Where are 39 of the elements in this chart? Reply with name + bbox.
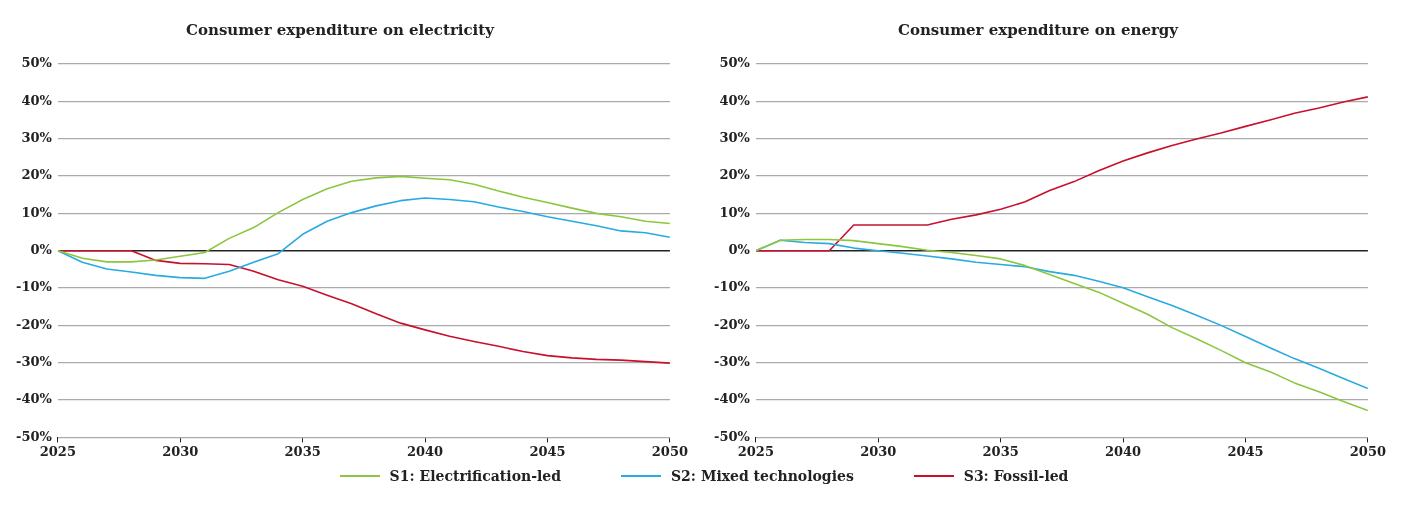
y-tick-label: 10% <box>21 204 53 220</box>
y-tick-label: 50% <box>719 55 751 71</box>
chart-title: Consumer expenditure on energy <box>897 20 1180 39</box>
y-tick-label: -50% <box>714 428 751 444</box>
y-tick-label: 50% <box>21 55 53 71</box>
y-tick-label: 40% <box>21 92 53 108</box>
y-tick-label: -30% <box>714 354 751 370</box>
y-tick-label: -10% <box>714 279 751 295</box>
x-tick-label: 2025 <box>39 443 76 459</box>
x-tick-label: 2050 <box>1349 443 1386 459</box>
y-tick-label: 20% <box>719 167 751 183</box>
y-tick-label: 30% <box>21 130 53 146</box>
y-tick-label: -20% <box>16 316 53 332</box>
x-tick-label: 2045 <box>1227 443 1264 459</box>
x-tick-label: 2040 <box>406 443 444 459</box>
y-tick-label: 0% <box>728 242 751 258</box>
x-tick-label: 2030 <box>860 443 897 459</box>
y-tick-label: -10% <box>16 279 53 295</box>
x-tick-label: 2035 <box>284 443 321 459</box>
y-tick-label: 30% <box>719 130 751 146</box>
y-tick-label: 10% <box>719 204 751 220</box>
chart-title: Consumer expenditure on electricity <box>186 20 496 39</box>
x-tick-label: 2050 <box>651 443 688 459</box>
y-tick-label: -30% <box>16 354 53 370</box>
x-tick-label: 2040 <box>1104 443 1142 459</box>
y-tick-label: 0% <box>30 242 53 258</box>
y-tick-label: -20% <box>714 316 751 332</box>
legend-label: S2: Mixed technologies <box>670 468 854 484</box>
x-tick-label: 2030 <box>162 443 199 459</box>
legend-label: S3: Fossil-led <box>963 468 1069 484</box>
x-tick-label: 2025 <box>737 443 774 459</box>
y-tick-label: -50% <box>16 428 53 444</box>
y-tick-label: -40% <box>16 391 53 407</box>
x-tick-label: 2035 <box>982 443 1019 459</box>
x-tick-label: 2045 <box>529 443 566 459</box>
y-tick-label: 40% <box>719 92 751 108</box>
y-tick-label: -40% <box>714 391 751 407</box>
legend-label: S1: Electrification-led <box>389 468 561 484</box>
y-tick-label: 20% <box>21 167 53 183</box>
